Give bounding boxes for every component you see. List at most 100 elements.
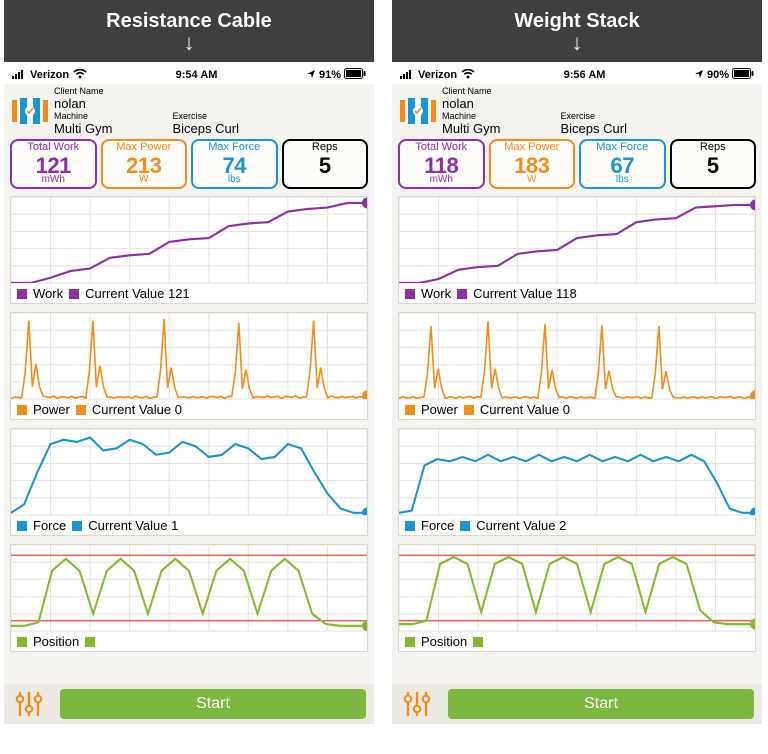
legend-name: Force: [33, 518, 66, 533]
metric-box: Reps 5: [282, 139, 369, 189]
start-button[interactable]: Start: [60, 689, 366, 719]
phone-screenshot: Verizon 9:54 AM 91% Client Name nolan Ma…: [4, 64, 374, 724]
down-arrow-icon: ↓: [184, 34, 195, 52]
position-chart: Position: [10, 544, 368, 652]
start-button-label: Start: [196, 695, 230, 713]
battery-percent: 91%: [319, 69, 341, 81]
metric-value: 5: [319, 154, 331, 177]
settings-icon[interactable]: [400, 689, 434, 719]
charts: Work Current Value 118 Power Current Val…: [392, 192, 762, 652]
metric-box: Max Power 183 W: [489, 139, 576, 189]
client-name-label: Client Name: [54, 86, 113, 96]
metric-unit: lbs: [228, 175, 241, 186]
exercise-name: Biceps Curl: [173, 121, 239, 136]
legend-name: Position: [421, 634, 467, 649]
status-bar: Verizon 9:56 AM 90%: [392, 64, 762, 84]
legend-swatch-icon: [464, 405, 474, 415]
metric-title: Reps: [312, 142, 338, 154]
legend-swatch-icon: [17, 405, 27, 415]
charts: Work Current Value 121 Power Current Val…: [4, 192, 374, 652]
machine-label: Machine: [442, 111, 501, 121]
metric-title: Max Force: [208, 142, 260, 154]
legend-current: Current Value 0: [92, 402, 182, 417]
legend-swatch-icon: [405, 637, 415, 647]
chart-legend: Work Current Value 121: [11, 283, 367, 303]
legend-swatch-icon: [72, 521, 82, 531]
force-chart: Force Current Value 1: [10, 428, 368, 536]
metric-title: Total Work: [415, 142, 467, 154]
metric-box: Max Force 67 lbs: [579, 139, 666, 189]
chart-legend: Position: [11, 631, 367, 651]
bottom-bar: Start: [4, 684, 374, 724]
metric-unit: W: [139, 175, 148, 186]
legend-name: Work: [33, 286, 63, 301]
force-chart: Force Current Value 2: [398, 428, 756, 536]
column-header: Weight Stack↓: [392, 0, 762, 62]
carrier-label: Verizon: [418, 69, 457, 81]
legend-swatch-icon: [460, 521, 470, 531]
metric-unit: mWh: [42, 175, 65, 186]
battery-icon: [732, 68, 754, 82]
session-header: Client Name nolan Machine Multi Gym Exer…: [392, 84, 762, 136]
legend-swatch-icon: [76, 405, 86, 415]
metric-title: Max Force: [596, 142, 648, 154]
start-button-label: Start: [584, 695, 618, 713]
power-chart: Power Current Value 0: [10, 312, 368, 420]
column-header: Resistance Cable↓: [4, 0, 374, 62]
chart-legend: Power Current Value 0: [399, 399, 755, 419]
metric-box: Max Force 74 lbs: [191, 139, 278, 189]
legend-swatch-icon: [473, 637, 483, 647]
client-name-label: Client Name: [442, 86, 501, 96]
legend-current: Current Value 118: [473, 286, 577, 301]
start-button[interactable]: Start: [448, 689, 754, 719]
metric-value: 5: [707, 154, 719, 177]
exercise-label: Exercise: [173, 111, 239, 121]
carrier-label: Verizon: [30, 69, 69, 81]
metric-box: Total Work 118 mWh: [398, 139, 485, 189]
exercise-name: Biceps Curl: [561, 121, 627, 136]
metric-unit: W: [527, 175, 536, 186]
client-name: nolan: [54, 96, 113, 111]
legend-name: Position: [33, 634, 79, 649]
legend-name: Power: [33, 402, 70, 417]
work-chart: Work Current Value 121: [10, 196, 368, 304]
legend-current: Current Value 121: [85, 286, 190, 301]
legend-swatch-icon: [17, 289, 27, 299]
legend-name: Power: [421, 402, 458, 417]
clock: 9:54 AM: [176, 69, 218, 81]
wifi-icon: [461, 69, 475, 82]
legend-swatch-icon: [69, 289, 79, 299]
legend-current: Current Value 2: [476, 518, 566, 533]
chart-legend: Force Current Value 2: [399, 515, 755, 535]
settings-icon[interactable]: [12, 689, 46, 719]
legend-swatch-icon: [405, 289, 415, 299]
legend-swatch-icon: [85, 637, 95, 647]
legend-swatch-icon: [457, 289, 467, 299]
power-chart: Power Current Value 0: [398, 312, 756, 420]
legend-swatch-icon: [405, 521, 415, 531]
metric-box: Max Power 213 W: [101, 139, 188, 189]
metric-title: Reps: [700, 142, 726, 154]
metric-title: Total Work: [27, 142, 79, 154]
location-icon: [694, 69, 704, 82]
metric-unit: mWh: [430, 175, 453, 186]
client-name: nolan: [442, 96, 501, 111]
bottom-bar: Start: [392, 684, 762, 724]
chart-legend: Work Current Value 118: [399, 283, 755, 303]
position-chart: Position: [398, 544, 756, 652]
status-bar: Verizon 9:54 AM 91%: [4, 64, 374, 84]
down-arrow-icon: ↓: [572, 34, 583, 52]
machine-name: Multi Gym: [442, 121, 501, 136]
legend-swatch-icon: [17, 521, 27, 531]
metric-unit: lbs: [616, 175, 629, 186]
chart-legend: Power Current Value 0: [11, 399, 367, 419]
legend-name: Work: [421, 286, 451, 301]
work-chart: Work Current Value 118: [398, 196, 756, 304]
signal-icon: [400, 69, 414, 82]
clock: 9:56 AM: [564, 69, 606, 81]
app-logo-icon: [10, 96, 50, 126]
location-icon: [306, 69, 316, 82]
legend-name: Force: [421, 518, 454, 533]
battery-icon: [344, 68, 366, 82]
legend-current: Current Value 1: [88, 518, 178, 533]
